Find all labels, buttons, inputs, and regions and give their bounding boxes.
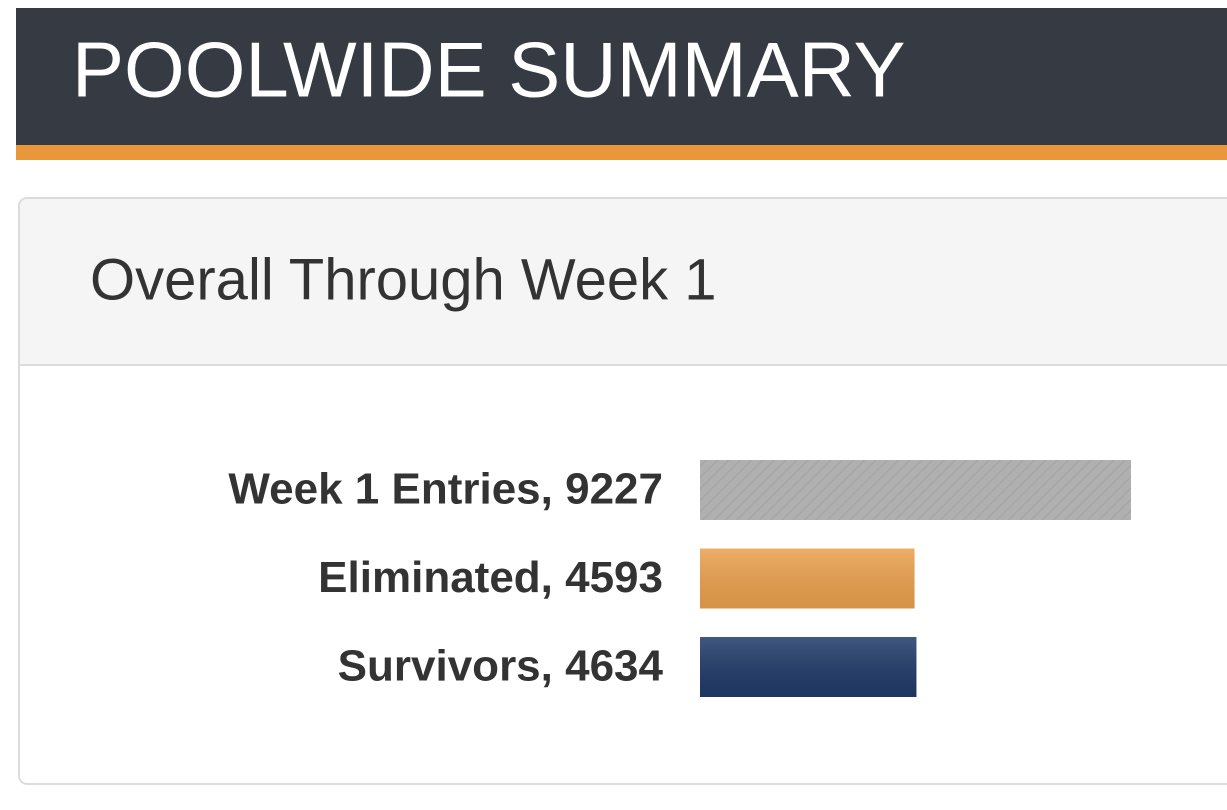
bar: [700, 460, 1131, 520]
header-bar: [16, 8, 1227, 146]
bar-label: Eliminated, 4593: [318, 553, 663, 602]
header-title: POOLWIDE SUMMARY: [72, 26, 906, 114]
bar-shade: [700, 637, 917, 697]
bar-label: Week 1 Entries, 9227: [228, 465, 663, 514]
panel-heading: [20, 199, 1227, 365]
panel-title: Overall Through Week 1: [90, 247, 717, 312]
header-accent: [16, 145, 1227, 160]
chart: Week 1 Entries, 9227 Eliminated, 4593 Surv…: [228, 460, 1131, 697]
bar-label: Survivors, 4634: [338, 642, 664, 691]
bar-shade: [700, 548, 915, 609]
